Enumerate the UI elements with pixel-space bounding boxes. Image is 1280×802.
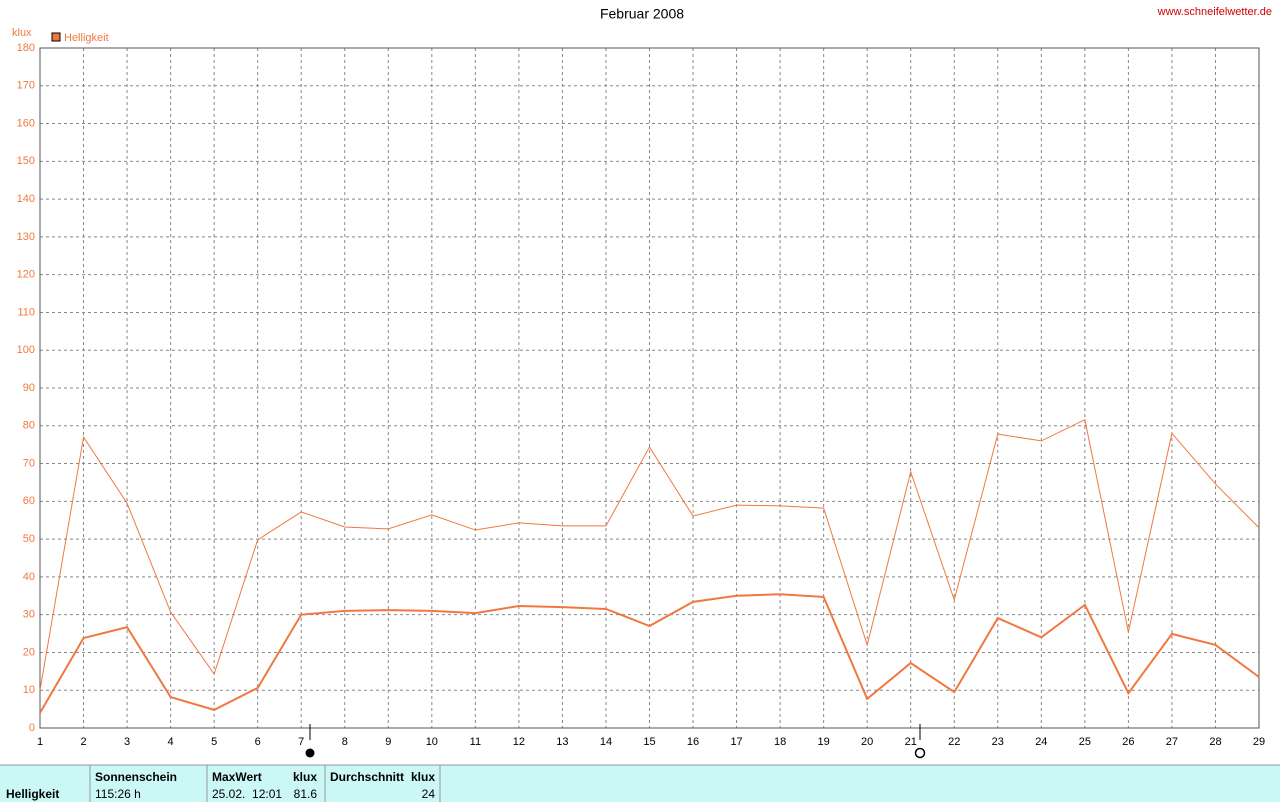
y-tick-label: 10: [23, 684, 35, 696]
x-tick-label: 25: [1079, 736, 1091, 748]
x-tick-label: 7: [298, 736, 304, 748]
x-tick-label: 24: [1035, 736, 1047, 748]
cell: 24: [422, 787, 436, 801]
x-tick-label: 4: [168, 736, 174, 748]
legend-label: Helligkeit: [64, 32, 109, 44]
y-tick-label: 50: [23, 533, 35, 545]
x-tick-label: 26: [1122, 736, 1134, 748]
y-tick-label: 180: [17, 42, 35, 54]
y-tick-label: 80: [23, 420, 35, 432]
legend-swatch: [51, 32, 61, 42]
y-tick-label: 120: [17, 269, 35, 281]
x-tick-label: 6: [255, 736, 261, 748]
x-tick-label: 22: [948, 736, 960, 748]
x-tick-label: 21: [905, 736, 917, 748]
x-tick-label: 13: [556, 736, 568, 748]
header: Sonnenschein: [95, 770, 177, 784]
y-tick-label: 30: [23, 609, 35, 621]
y-tick-label: 70: [23, 457, 35, 469]
y-label: klux: [12, 27, 32, 39]
header: MaxWert: [212, 770, 262, 784]
y-tick-label: 100: [17, 344, 35, 356]
x-tick-label: 16: [687, 736, 699, 748]
y-tick-label: 160: [17, 117, 35, 129]
row-label: Helligkeit: [6, 787, 59, 801]
x-tick-label: 19: [818, 736, 830, 748]
x-tick-label: 1: [37, 736, 43, 748]
y-tick-label: 140: [17, 193, 35, 205]
cell: 115:26 h: [95, 787, 141, 801]
header: Durchschnitt: [330, 770, 404, 784]
y-tick-label: 170: [17, 80, 35, 92]
x-tick-label: 18: [774, 736, 786, 748]
x-tick-label: 28: [1209, 736, 1221, 748]
y-tick-label: 130: [17, 231, 35, 243]
header: klux: [411, 770, 435, 784]
chart-title: Februar 2008: [600, 6, 684, 22]
y-tick-label: 0: [29, 722, 35, 734]
x-tick-label: 15: [643, 736, 655, 748]
x-tick-label: 8: [342, 736, 348, 748]
x-tick-label: 12: [513, 736, 525, 748]
x-tick-label: 3: [124, 736, 130, 748]
y-tick-label: 60: [23, 495, 35, 507]
x-tick-label: 20: [861, 736, 873, 748]
cell: 25.02. 12:01: [212, 787, 282, 801]
source: www.schneifelwetter.de: [1157, 6, 1272, 18]
x-tick-label: 23: [992, 736, 1004, 748]
x-tick-label: 2: [80, 736, 86, 748]
x-tick-label: 11: [470, 736, 481, 748]
x-tick-label: 29: [1253, 736, 1265, 748]
y-tick-label: 20: [23, 646, 35, 658]
y-tick-label: 40: [23, 571, 35, 583]
y-tick-label: 110: [17, 306, 35, 318]
moon-markers: [305, 724, 926, 759]
x-tick-label: 10: [426, 736, 438, 748]
cell: 81.6: [294, 787, 318, 801]
x-tick-label: 9: [385, 736, 391, 748]
x-tick-label: 27: [1166, 736, 1178, 748]
x-tick-label: 17: [730, 736, 742, 748]
data-line: [39, 419, 1260, 691]
x-tick-label: 14: [600, 736, 612, 748]
x-tick-label: 5: [211, 736, 217, 748]
y-tick-label: 90: [23, 382, 35, 394]
header: klux: [293, 770, 317, 784]
data-line: [39, 593, 1260, 714]
y-tick-label: 150: [17, 155, 35, 167]
summary-table: Helligkeit Sonnenschein 115:26 h MaxWert…: [0, 764, 1280, 802]
plot-frame: [39, 47, 1260, 729]
